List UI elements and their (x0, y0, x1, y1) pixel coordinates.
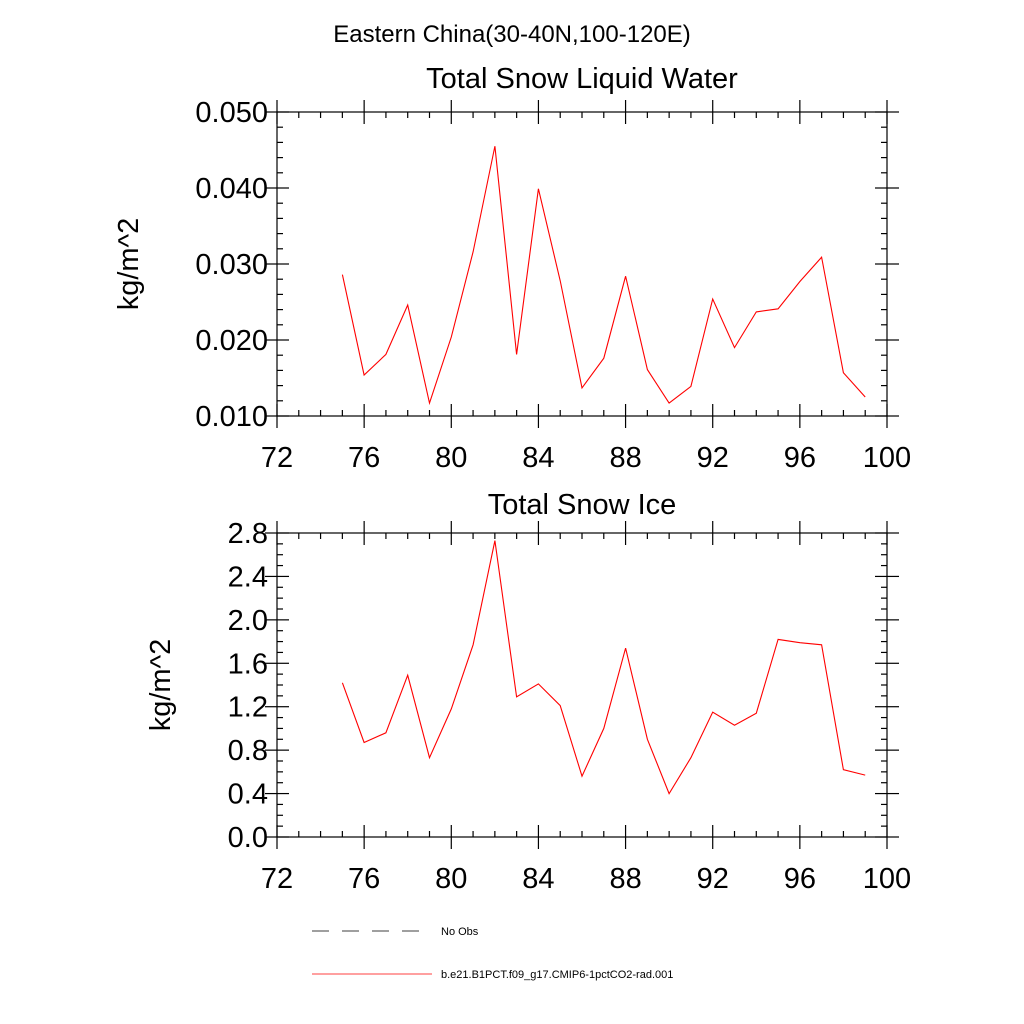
y-tick-label: 0.040 (195, 173, 268, 205)
legend-label-model: b.e21.B1PCT.f09_g17.CMIP6-1pctCO2-rad.00… (441, 969, 673, 981)
x-tick-label: 96 (784, 863, 816, 895)
series-line (341, 540, 866, 795)
y-tick-label: 1.6 (228, 648, 268, 680)
y-tick-label: 0.0 (228, 822, 268, 854)
panel-title: Total Snow Ice (488, 489, 677, 521)
y-axis-label: kg/m^2 (113, 218, 145, 311)
figure-title: Eastern China(30-40N,100-120E) (333, 21, 691, 48)
y-tick-label: 2.4 (228, 561, 268, 593)
x-tick-label: 92 (697, 442, 729, 474)
y-tick-label: 0.010 (195, 401, 268, 433)
x-tick-label: 88 (609, 442, 641, 474)
y-tick-label: 0.030 (195, 249, 268, 281)
x-tick-label: 88 (609, 863, 641, 895)
y-tick-label: 2.0 (228, 605, 268, 637)
y-axis-label: kg/m^2 (145, 639, 177, 732)
x-tick-label: 72 (261, 863, 293, 895)
x-tick-label: 84 (522, 863, 554, 895)
panel-snow-ice: Total Snow Ice 72 76 80 84 88 92 96 100 0.0 0.4 0.8… (145, 489, 911, 895)
legend-label-no-obs: No Obs (441, 926, 479, 938)
x-tick-label: 84 (522, 442, 554, 474)
y-tick-label: 0.050 (195, 97, 268, 129)
x-tick-label: 76 (348, 863, 380, 895)
y-tick-label: 2.8 (228, 518, 268, 550)
y-tick-label: 0.4 (228, 779, 268, 811)
x-tick-label: 72 (261, 442, 293, 474)
y-tick-label: 1.2 (228, 692, 268, 724)
series-line (341, 146, 866, 406)
plot-frame (276, 532, 888, 838)
x-tick-label: 76 (348, 442, 380, 474)
panel-title: Total Snow Liquid Water (426, 63, 738, 95)
y-tick-label: 0.020 (195, 325, 268, 357)
x-tick-label: 96 (784, 442, 816, 474)
x-tick-label: 80 (435, 863, 467, 895)
x-tick-label: 92 (697, 863, 729, 895)
legend: No Obs b.e21.B1PCT.f09_g17.CMIP6-1pctCO2… (312, 926, 673, 981)
panel-snow-liquid-water: Total Snow Liquid Water 72 76 80 84 88 92 96 100… (113, 63, 911, 474)
x-tick-label: 100 (863, 863, 911, 895)
x-tick-label: 80 (435, 442, 467, 474)
y-tick-label: 0.8 (228, 735, 268, 767)
x-tick-label: 100 (863, 442, 911, 474)
